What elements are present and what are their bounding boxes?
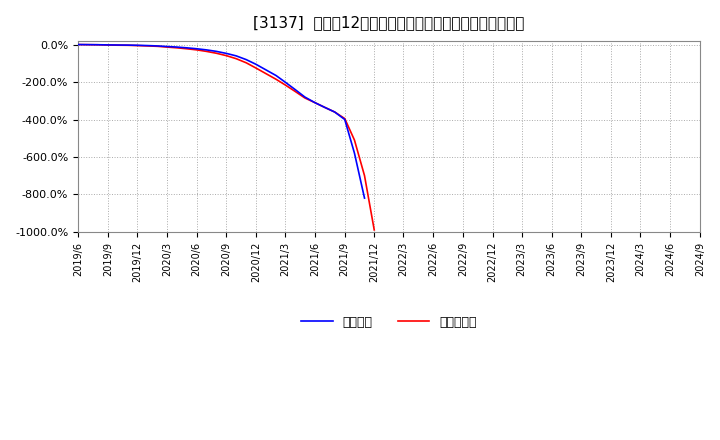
Line: 当期純利益: 当期純利益 [78,44,374,230]
Title: [3137]  利益の12か月移動合計の対前年同期増減率の推移: [3137] 利益の12か月移動合計の対前年同期増減率の推移 [253,15,525,30]
Line: 経常利益: 経常利益 [78,44,364,198]
Legend: 経常利益, 当期純利益: 経常利益, 当期純利益 [297,311,482,334]
